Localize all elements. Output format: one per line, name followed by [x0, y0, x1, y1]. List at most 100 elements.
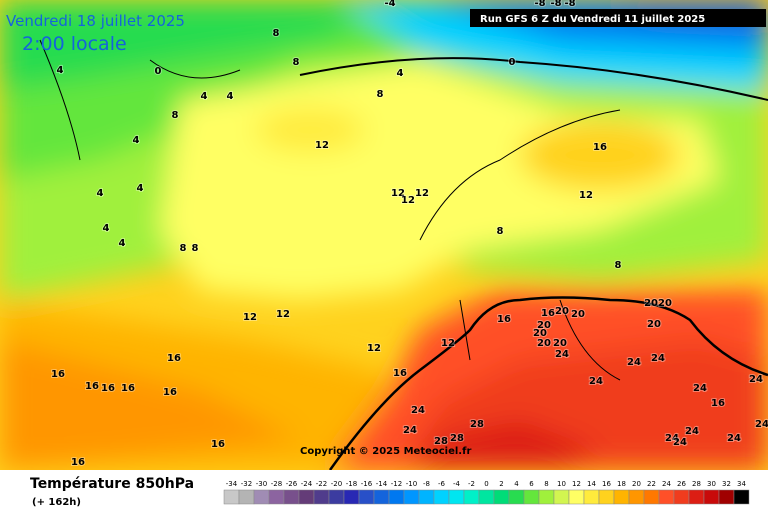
legend-swatch	[418, 489, 435, 505]
legend-swatch	[553, 489, 570, 505]
contour-label: 20	[571, 309, 585, 320]
contour-label: -8	[534, 0, 545, 9]
contour-label: 16	[211, 439, 225, 450]
legend-swatch	[328, 489, 345, 505]
contour-label: 24	[403, 425, 417, 436]
contour-label: 16	[121, 383, 135, 394]
legend-swatch	[448, 489, 465, 505]
legend-swatch	[598, 489, 615, 505]
contour-label: 24	[727, 433, 741, 444]
contour-label: 16	[593, 142, 607, 153]
legend-label: 16	[602, 480, 611, 488]
contour-label: 24	[555, 349, 569, 360]
contour-label: 20	[647, 319, 661, 330]
legend-label: 24	[662, 480, 671, 488]
legend-swatch	[583, 489, 600, 505]
legend-swatch	[493, 489, 510, 505]
legend-label: -4	[453, 480, 461, 488]
twenty-isotherm	[328, 296, 768, 470]
contour-label: 8	[180, 243, 187, 254]
legend-swatch	[253, 489, 270, 505]
legend-label: 12	[572, 480, 581, 488]
contour-label: 4	[57, 65, 64, 76]
contour-label: 12	[276, 309, 290, 320]
contour-label: 4	[201, 91, 208, 102]
contour-label: -8	[564, 0, 575, 9]
legend-swatch	[238, 489, 255, 505]
contour-label: 12	[415, 188, 429, 199]
legend-swatch	[478, 489, 495, 505]
contour-label: 4	[133, 135, 140, 146]
temperature-field	[0, 0, 768, 470]
contour-label: 4	[137, 183, 144, 194]
legend-swatch	[313, 489, 330, 505]
contour-label: 28	[470, 419, 484, 430]
contour-label: 28	[434, 436, 448, 447]
legend-label: -28	[271, 480, 282, 488]
contour-label: 12	[315, 140, 329, 151]
legend-label: 20	[632, 480, 641, 488]
legend-swatch	[523, 489, 540, 505]
contour-label: 4	[103, 223, 110, 234]
contour-label: 24	[651, 353, 665, 364]
copyright: Copyright © 2025 Meteociel.fr	[300, 446, 471, 457]
legend-swatch	[268, 489, 285, 505]
contour-label: -8	[550, 0, 561, 9]
legend-swatch	[688, 489, 705, 505]
contour-label: 12	[579, 190, 593, 201]
contour-label: 12	[367, 343, 381, 354]
contour-label: 16	[85, 381, 99, 392]
legend-label: -30	[256, 480, 267, 488]
legend-swatch	[538, 489, 555, 505]
legend-swatch	[658, 489, 675, 505]
contour-label: 16	[541, 308, 555, 319]
legend-label: 0	[484, 480, 488, 488]
footer-subtitle: (+ 162h)	[32, 497, 81, 508]
legend-label: -26	[286, 480, 298, 488]
legend-swatch	[673, 489, 690, 505]
contour-label: 4	[97, 188, 104, 199]
contour-label: 20	[533, 328, 547, 339]
contour-label: 2020	[644, 298, 672, 309]
contour-label: 8	[377, 89, 384, 100]
legend-label: 10	[557, 480, 566, 488]
contour-label: 16	[51, 369, 65, 380]
contour-label: 16	[163, 387, 177, 398]
legend-label: 14	[587, 480, 596, 488]
legend-label: 22	[647, 480, 656, 488]
legend-label: 34	[737, 480, 746, 488]
forecast-time: 2:00 locale	[22, 33, 127, 55]
contour-label: 0	[509, 57, 516, 68]
contour-label: 16	[101, 383, 115, 394]
footer-title: Température 850hPa	[30, 476, 194, 492]
contour-label: 16	[167, 353, 181, 364]
legend-label: -10	[406, 480, 417, 488]
legend-swatch	[403, 489, 420, 505]
contour-label: 4	[397, 68, 404, 79]
legend-label: 28	[692, 480, 701, 488]
forecast-date: Vendredi 18 juillet 2025	[6, 12, 185, 30]
legend-label: 30	[707, 480, 716, 488]
legend-swatch	[643, 489, 660, 505]
legend-label: -32	[241, 480, 252, 488]
contour-label: 0	[155, 66, 162, 77]
contour-label: 24	[693, 383, 707, 394]
legend-swatch	[298, 489, 315, 505]
legend-label: 8	[544, 480, 548, 488]
contour-label: 24	[749, 374, 763, 385]
legend-swatch	[718, 489, 735, 505]
legend-label: 6	[529, 480, 534, 488]
legend-label: -14	[376, 480, 388, 488]
legend-label: -20	[331, 480, 342, 488]
legend-swatch	[733, 489, 750, 505]
contour-label: -4	[384, 0, 395, 9]
contour-label: 24	[755, 419, 768, 430]
contour-label: 20	[553, 338, 567, 349]
contour-label: 4	[227, 91, 234, 102]
contour-label: 24	[673, 437, 687, 448]
contour-label: 24	[685, 426, 699, 437]
contour-label: 16	[393, 368, 407, 379]
contour-label: 8	[192, 243, 199, 254]
legend-label: -8	[423, 480, 430, 488]
